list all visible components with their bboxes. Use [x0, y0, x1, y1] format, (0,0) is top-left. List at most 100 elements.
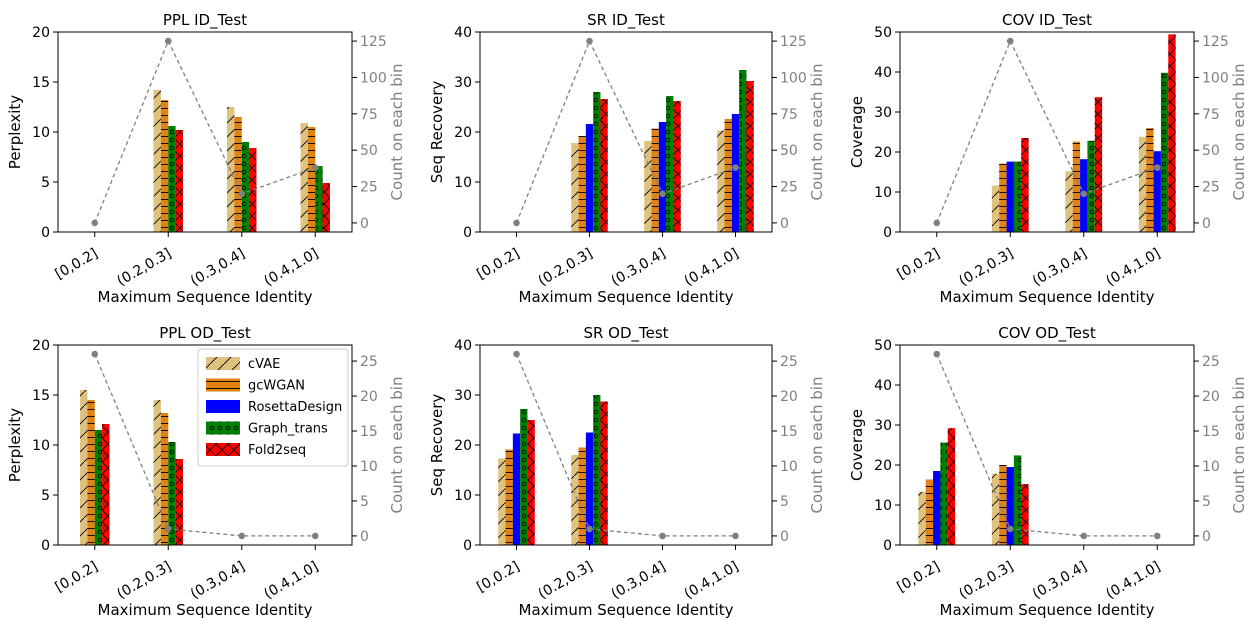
right-tick-label: 25	[780, 354, 798, 370]
bar-hatch-graph-trans-1	[1013, 455, 1022, 545]
count-point-3	[1153, 532, 1161, 540]
y-tick-label: 15	[32, 388, 50, 404]
y-tick-label: 50	[874, 338, 892, 354]
right-tick-label: 100	[780, 70, 807, 86]
bar-hatch-fold2seq-0	[947, 428, 956, 545]
chart-panel-4: 0 5 10 15 20 0 5 10 15 20 25 [0,0.2] (0.2,0.3] (0.3,0…	[6, 324, 406, 619]
y-tick-label: 0	[463, 225, 472, 241]
y-tick-label: 20	[454, 438, 472, 454]
y-tick-label: 15	[32, 75, 50, 91]
count-line	[936, 39, 1158, 224]
right-tick-label: 15	[360, 424, 378, 440]
y-tick-label: 50	[874, 25, 892, 41]
count-point-2	[1080, 190, 1088, 198]
bar-hatch-gcwgan-1	[999, 163, 1007, 232]
right-tick-label: 0	[1202, 216, 1211, 232]
x-tick-label: (0.3,0.4]	[609, 559, 669, 603]
x-axis-label: Maximum Sequence Identity	[98, 288, 313, 306]
count-point-1	[1006, 525, 1014, 533]
bar-hatch-fold2seq-0	[527, 420, 535, 545]
bar-hatch-graph-trans-0	[940, 442, 948, 545]
bar-rosettadesign-0	[512, 433, 521, 545]
bar-hatch-fold2seq-3	[322, 183, 330, 232]
x-tick-label: (0.3,0.4]	[1030, 246, 1090, 290]
y-tick-label: 20	[874, 458, 892, 474]
legend-label-rosettadesign: RosettaDesign	[248, 400, 342, 415]
y-tick-label: 40	[874, 65, 892, 81]
chart-title: PPL ID_Test	[163, 11, 247, 30]
x-tick-label: (0.2,0.3]	[114, 246, 174, 290]
bar-rosettadesign-1	[1006, 161, 1014, 232]
count-point-1	[586, 37, 593, 45]
right-axis-label: Count on each bin	[808, 64, 826, 201]
x-tick-label: [0,0.2]	[894, 246, 942, 283]
legend-label-fold2seq: Fold2seq	[248, 443, 306, 458]
bar-hatch-cvae-1	[571, 143, 579, 232]
count-point-1	[586, 525, 593, 533]
bar-rosettadesign-0	[933, 471, 941, 545]
bar-rosettadesign-2	[658, 122, 667, 232]
x-tick-label: [0,0.2]	[474, 559, 522, 596]
count-point-3	[732, 164, 739, 171]
y-tick-label: 40	[874, 378, 892, 394]
chart-title: SR ID_Test	[587, 11, 665, 30]
bar-hatch-gcwgan-0	[505, 449, 513, 545]
bar-rosettadesign-3	[1153, 151, 1161, 232]
bar-hatch-gcwgan-1	[578, 447, 586, 545]
legend-swatch-rosettadesign	[206, 400, 240, 413]
bar-hatch-fold2seq-2	[249, 148, 257, 232]
bar-hatch-graph-trans-0	[94, 430, 103, 545]
right-axis-label: Count on each bin	[808, 377, 826, 514]
right-tick-label: 75	[1202, 107, 1220, 123]
x-tick-label: (0.2,0.3]	[956, 246, 1016, 290]
bar-hatch-fold2seq-3	[746, 81, 754, 232]
x-axis-label: Maximum Sequence Identity	[940, 601, 1155, 619]
y-axis-label: Seq Recovery	[428, 394, 446, 497]
y-axis-label: Perplexity	[6, 408, 24, 482]
bar-hatch-gcwgan-1	[160, 413, 169, 545]
count-point-2	[1080, 532, 1088, 540]
x-tick-label: [0,0.2]	[52, 559, 100, 596]
legend-label-graph-trans: Graph_trans	[248, 422, 328, 437]
legend-box	[197, 348, 349, 467]
count-line	[515, 353, 736, 537]
legend-swatch-hatch-cvae	[206, 357, 240, 370]
legend: cVAE gcWGAN RosettaDesign Graph_trans Fold2s…	[197, 348, 349, 467]
chart-title: COV ID_Test	[1002, 11, 1092, 30]
bar-hatch-gcwgan-3	[1146, 128, 1154, 232]
bar-hatch-gcwgan-3	[724, 119, 732, 232]
bar-hatch-fold2seq-1	[600, 401, 608, 545]
x-tick-label: (0.4,1.0]	[261, 559, 321, 603]
right-tick-label: 5	[1202, 494, 1211, 510]
x-tick-label: (0.4,1.0]	[682, 246, 742, 290]
y-tick-label: 20	[454, 125, 472, 141]
count-point-3	[311, 164, 319, 171]
count-point-3	[732, 532, 739, 540]
legend-swatch-hatch-graph-trans	[206, 421, 240, 435]
right-tick-label: 100	[360, 70, 387, 86]
count-point-2	[659, 532, 666, 540]
bar-hatch-fold2seq-2	[1094, 97, 1103, 232]
count-point-0	[91, 219, 99, 227]
bar-hatch-cvae-3	[717, 130, 725, 232]
y-tick-label: 0	[883, 225, 892, 241]
chart-panel-6: 0 10 20 30 40 50 0 5 10 15 20 25 [0,0.2] (0.2,0.3] (0.…	[848, 324, 1248, 619]
right-tick-label: 25	[1202, 354, 1220, 370]
bar-rosettadesign-1	[1006, 467, 1014, 545]
bar-hatch-graph-trans-1	[1013, 161, 1022, 232]
right-tick-label: 0	[360, 216, 369, 232]
bar-hatch-fold2seq-1	[1021, 484, 1029, 545]
right-tick-label: 125	[1202, 34, 1229, 50]
y-tick-label: 10	[32, 125, 50, 141]
count-point-2	[659, 190, 666, 198]
chart-panel-2: 0 10 20 30 40 0 25 50 75 100 125 [0,0.2] (0.2,0.3] (0…	[428, 11, 826, 306]
x-tick-label: (0.2,0.3]	[536, 246, 596, 290]
bar-hatch-graph-trans-3	[739, 70, 747, 232]
legend-swatch-hatch-gcwgan	[206, 378, 240, 392]
bar-hatch-gcwgan-2	[234, 117, 242, 232]
right-tick-label: 25	[360, 354, 378, 370]
y-tick-label: 10	[454, 175, 472, 191]
right-tick-label: 10	[780, 459, 798, 475]
bar-hatch-graph-trans-2	[1087, 140, 1095, 232]
